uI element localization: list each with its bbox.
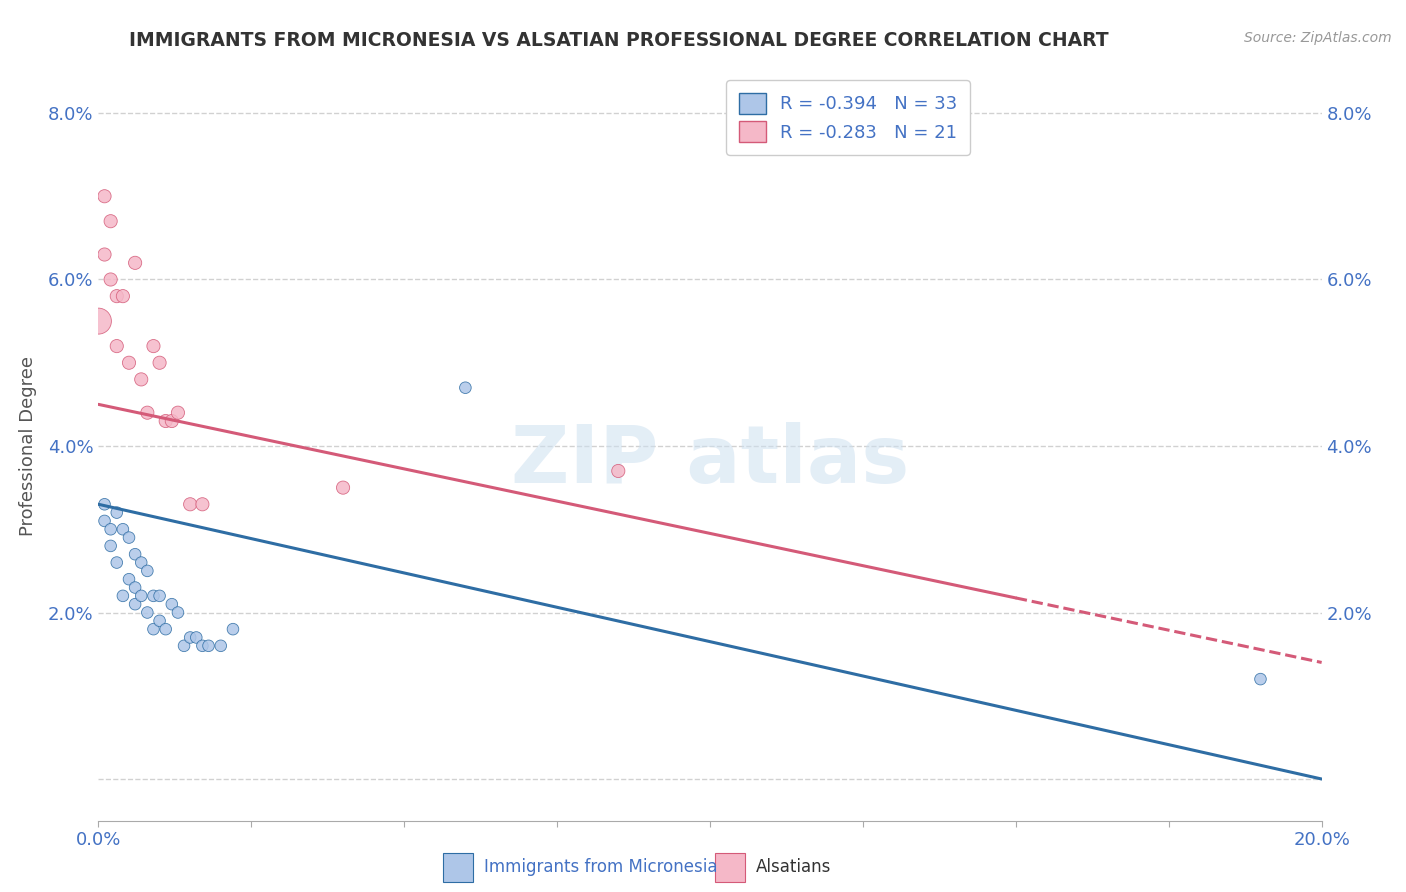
- Point: [111, 589, 134, 603]
- Point: [118, 572, 141, 586]
- Point: [124, 256, 146, 270]
- Bar: [443, 854, 472, 881]
- Point: [160, 414, 183, 428]
- Point: [222, 622, 245, 636]
- Point: [118, 356, 141, 370]
- Point: [186, 631, 208, 645]
- Point: [124, 597, 146, 611]
- Point: [454, 381, 477, 395]
- Point: [111, 289, 134, 303]
- Point: [167, 606, 190, 620]
- Point: [149, 356, 172, 370]
- Text: ZIP atlas: ZIP atlas: [510, 422, 910, 500]
- Point: [607, 464, 630, 478]
- Point: [124, 581, 146, 595]
- Bar: [716, 854, 745, 881]
- Point: [197, 639, 219, 653]
- Point: [93, 514, 115, 528]
- Point: [93, 247, 115, 261]
- Text: Source: ZipAtlas.com: Source: ZipAtlas.com: [1244, 31, 1392, 45]
- Point: [142, 622, 165, 636]
- Legend: R = -0.394   N = 33, R = -0.283   N = 21: R = -0.394 N = 33, R = -0.283 N = 21: [725, 80, 970, 154]
- Point: [93, 497, 115, 511]
- Point: [105, 556, 128, 570]
- Point: [155, 414, 177, 428]
- Point: [179, 631, 201, 645]
- Point: [155, 622, 177, 636]
- Point: [93, 189, 115, 203]
- Text: Immigrants from Micronesia: Immigrants from Micronesia: [484, 858, 717, 877]
- Point: [332, 481, 354, 495]
- Point: [105, 506, 128, 520]
- Point: [100, 272, 122, 286]
- Point: [100, 214, 122, 228]
- Point: [191, 497, 214, 511]
- Point: [124, 547, 146, 561]
- Text: Alsatians: Alsatians: [756, 858, 831, 877]
- Text: IMMIGRANTS FROM MICRONESIA VS ALSATIAN PROFESSIONAL DEGREE CORRELATION CHART: IMMIGRANTS FROM MICRONESIA VS ALSATIAN P…: [129, 31, 1108, 50]
- Point: [142, 339, 165, 353]
- Point: [136, 564, 159, 578]
- Point: [149, 614, 172, 628]
- Point: [179, 497, 201, 511]
- Point: [136, 406, 159, 420]
- Point: [142, 589, 165, 603]
- Point: [111, 522, 134, 536]
- Point: [167, 406, 190, 420]
- Point: [191, 639, 214, 653]
- Point: [105, 339, 128, 353]
- Point: [87, 314, 110, 328]
- Point: [105, 289, 128, 303]
- Point: [160, 597, 183, 611]
- Point: [149, 589, 172, 603]
- Point: [118, 531, 141, 545]
- Point: [129, 589, 152, 603]
- Point: [173, 639, 195, 653]
- Point: [136, 606, 159, 620]
- Point: [100, 522, 122, 536]
- Point: [1249, 672, 1271, 686]
- Y-axis label: Professional Degree: Professional Degree: [18, 356, 37, 536]
- Point: [100, 539, 122, 553]
- Point: [129, 556, 152, 570]
- Point: [209, 639, 232, 653]
- Point: [129, 372, 152, 386]
